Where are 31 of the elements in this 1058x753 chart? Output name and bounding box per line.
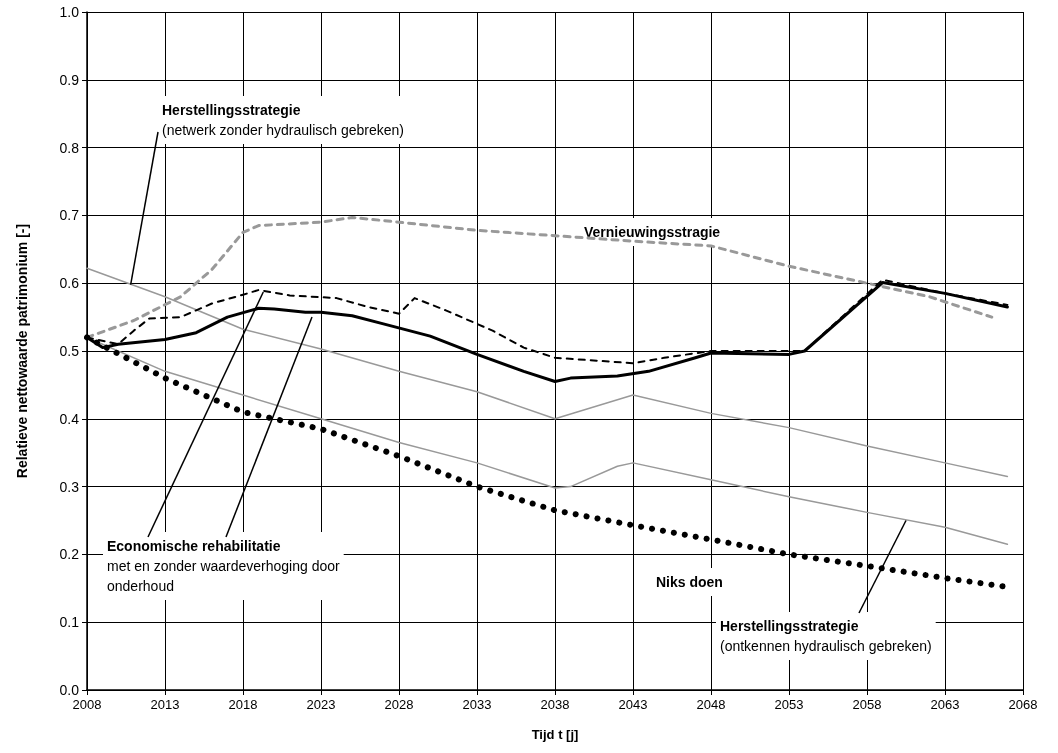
- x-tick-label: 2048: [696, 697, 726, 712]
- x-tick-label: 2043: [618, 697, 648, 712]
- y-tick-label: 0.7: [59, 207, 80, 224]
- y-tick-label: 0.1: [59, 614, 80, 631]
- x-tick-label: 2038: [540, 697, 570, 712]
- y-axis-title: Relatieve nettowaarde patrimonium [-]: [14, 223, 30, 479]
- y-tick-label: 0.6: [59, 275, 80, 292]
- x-tick-label: 2033: [462, 697, 492, 712]
- annotation: Economische rehabilitatie met en zonder waardeverhoging door onderhoud: [107, 538, 341, 594]
- x-tick-label: 2063: [930, 697, 960, 712]
- annotation: Niks doen: [656, 574, 723, 590]
- x-tick-label: 2058: [852, 697, 882, 712]
- y-tick-label: 0.9: [59, 71, 80, 88]
- y-tick-label: 1.0: [59, 4, 80, 20]
- y-tick-label: 0.4: [59, 410, 80, 427]
- x-tick-label: 2028: [384, 697, 414, 712]
- y-tick-label: 0.0: [59, 682, 80, 698]
- y-tick-label: 0.2: [59, 546, 80, 563]
- x-tick-label: 2018: [228, 697, 258, 712]
- x-tick-label: 2013: [150, 697, 180, 712]
- x-tick-label: 2023: [306, 697, 336, 712]
- x-tick-label: 2068: [1008, 697, 1038, 712]
- y-tick-label: 0.8: [59, 139, 80, 156]
- annotation: Vernieuwingsstragie: [584, 224, 721, 240]
- annotation: Herstellingsstrategie (ontkennen hydraulisch gebreken): [720, 618, 932, 654]
- x-tick-label: 2008: [72, 697, 102, 712]
- x-axis-title: Tijd t [j]: [531, 727, 579, 742]
- y-tick-label: 0.3: [59, 478, 80, 495]
- y-tick-label: 0.5: [59, 343, 80, 359]
- annotation: Herstellingsstrategie (netwerk zonder hydraulisch gebreken): [162, 102, 405, 138]
- x-tick-label: 2053: [774, 697, 804, 712]
